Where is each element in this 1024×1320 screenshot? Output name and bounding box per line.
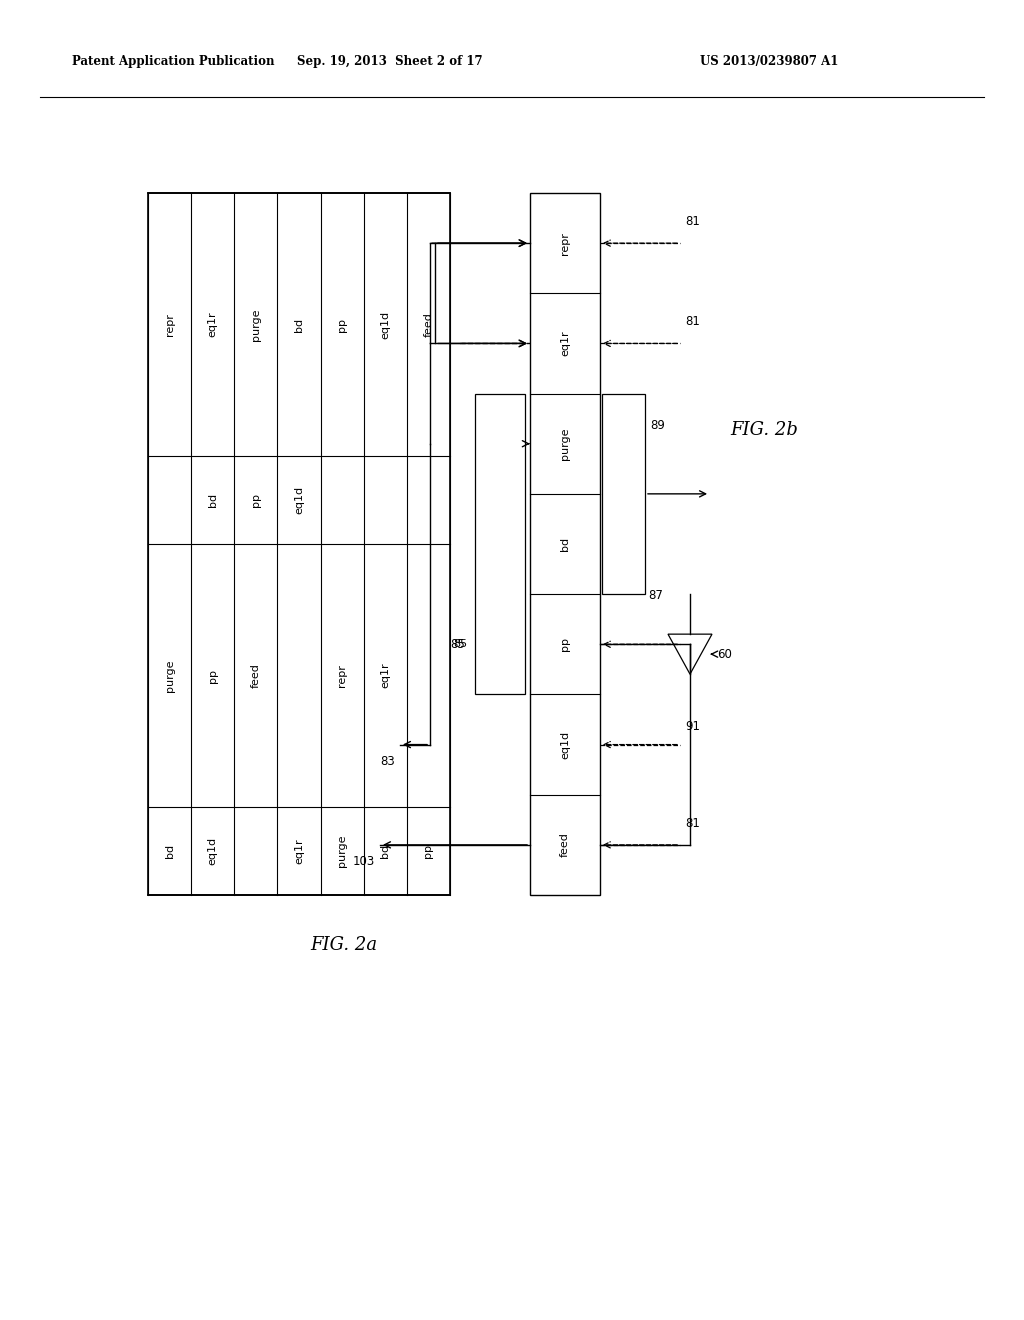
Text: feed: feed: [560, 833, 570, 857]
Text: purge: purge: [165, 660, 174, 692]
Text: eq1d: eq1d: [208, 837, 218, 865]
Text: bd: bd: [380, 843, 390, 858]
Text: 103: 103: [352, 855, 375, 867]
Text: eq1r: eq1r: [294, 838, 304, 863]
Text: Sep. 19, 2013  Sheet 2 of 17: Sep. 19, 2013 Sheet 2 of 17: [297, 55, 482, 69]
Text: pp: pp: [208, 669, 218, 682]
Bar: [530, 193, 600, 895]
Bar: [602, 393, 645, 594]
Text: 81: 81: [685, 315, 699, 329]
Text: eq1r: eq1r: [560, 330, 570, 356]
Text: purge: purge: [337, 834, 347, 867]
Text: feed: feed: [424, 313, 433, 337]
Text: purge: purge: [251, 309, 261, 341]
Text: 85: 85: [453, 639, 467, 649]
Text: bd: bd: [208, 494, 218, 507]
Text: bd: bd: [560, 537, 570, 550]
Text: eq1d: eq1d: [560, 730, 570, 759]
Text: bd: bd: [165, 843, 174, 858]
Text: 81: 81: [685, 817, 699, 830]
Text: FIG. 2b: FIG. 2b: [730, 421, 798, 440]
Bar: [148, 193, 450, 895]
Text: pp: pp: [251, 494, 261, 507]
Text: 81: 81: [685, 215, 699, 228]
Text: repr: repr: [560, 232, 570, 255]
Text: eq1d: eq1d: [380, 310, 390, 339]
Text: pp: pp: [337, 318, 347, 331]
Text: repr: repr: [337, 664, 347, 688]
Text: 85: 85: [451, 638, 465, 651]
Text: pp: pp: [424, 843, 433, 858]
Text: bd: bd: [294, 318, 304, 331]
Bar: [475, 393, 525, 694]
Text: pp: pp: [560, 638, 570, 651]
Text: US 2013/0239807 A1: US 2013/0239807 A1: [700, 55, 839, 69]
Text: eq1r: eq1r: [380, 663, 390, 689]
Text: purge: purge: [560, 428, 570, 459]
Text: eq1d: eq1d: [294, 486, 304, 515]
Text: 89: 89: [650, 418, 665, 432]
Text: 83: 83: [380, 755, 395, 767]
Text: 87: 87: [648, 589, 663, 602]
Text: repr: repr: [165, 313, 174, 337]
Text: FIG. 2a: FIG. 2a: [310, 936, 378, 954]
Text: 60: 60: [717, 648, 732, 660]
Text: feed: feed: [251, 663, 261, 688]
Text: eq1r: eq1r: [208, 312, 218, 338]
Text: Patent Application Publication: Patent Application Publication: [72, 55, 274, 69]
Text: 91: 91: [685, 719, 700, 733]
